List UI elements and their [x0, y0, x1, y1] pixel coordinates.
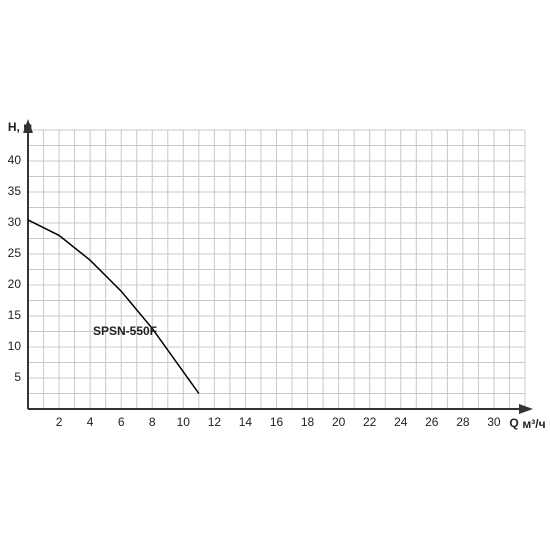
x-tick-label: 4	[87, 415, 94, 429]
x-tick-label: 20	[332, 415, 346, 429]
x-tick-label: 22	[363, 415, 377, 429]
y-tick-label: 25	[8, 246, 22, 260]
y-tick-label: 35	[8, 184, 22, 198]
x-tick-label: 26	[425, 415, 439, 429]
x-tick-label: 10	[177, 415, 191, 429]
x-tick-label: 12	[208, 415, 222, 429]
x-axis-label: Q	[509, 416, 518, 430]
x-tick-label: 28	[456, 415, 470, 429]
x-tick-label: 30	[487, 415, 501, 429]
y-tick-label: 10	[8, 339, 22, 353]
x-tick-label: 6	[118, 415, 125, 429]
x-axis-arrow	[519, 404, 533, 414]
y-axis-arrow	[23, 119, 33, 133]
x-axis-unit: м³/ч	[522, 417, 545, 431]
x-tick-label: 8	[149, 415, 156, 429]
x-tick-label: 14	[239, 415, 253, 429]
y-tick-label: 30	[8, 215, 22, 229]
x-tick-label: 2	[56, 415, 63, 429]
x-tick-label: 24	[394, 415, 408, 429]
curve	[27, 219, 200, 394]
y-tick-label: 20	[8, 277, 22, 291]
y-tick-label: 40	[8, 153, 22, 167]
series-label: SPSN-550F	[93, 324, 157, 338]
x-tick-label: 18	[301, 415, 315, 429]
y-tick-label: 15	[8, 308, 22, 322]
x-tick-label: 16	[270, 415, 284, 429]
y-tick-label: 5	[14, 370, 21, 384]
